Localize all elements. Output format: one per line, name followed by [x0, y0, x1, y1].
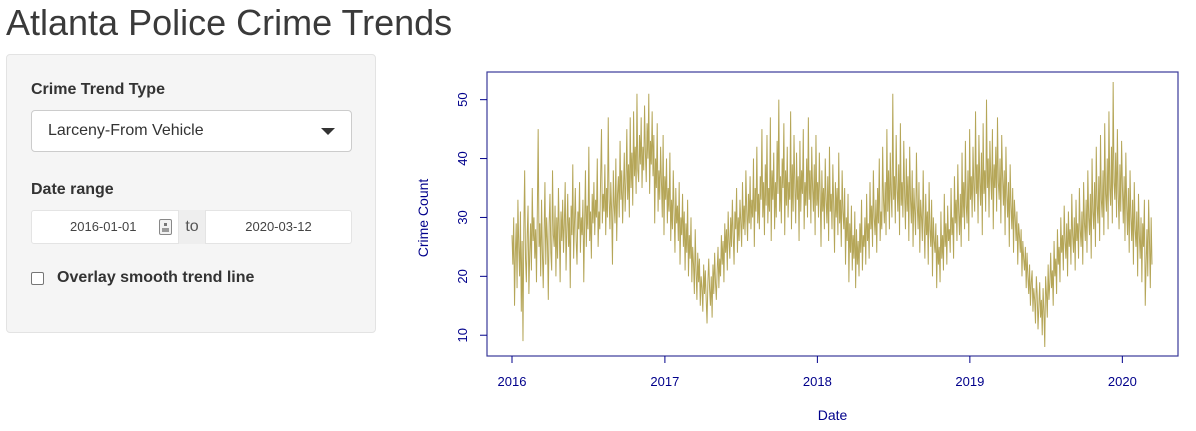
calendar-icon[interactable]: [159, 219, 172, 235]
x-tick-label: 2016: [498, 374, 527, 389]
x-axis-title: Date: [818, 407, 848, 423]
y-tick-label: 50: [455, 92, 470, 106]
chart-svg: 2016 2017 2018 2019 2020 10 20 30 40 50 Date Crime …: [415, 71, 1179, 423]
end-date-value: 2020-03-12: [245, 219, 312, 234]
crime-type-select[interactable]: Larceny-From Vehicle: [31, 110, 352, 152]
x-tick-label: 2018: [803, 374, 832, 389]
y-tick-label: 40: [455, 151, 470, 165]
crime-type-label: Crime Trend Type: [31, 81, 165, 98]
x-tick-label: 2020: [1108, 374, 1137, 389]
end-date-input[interactable]: 2020-03-12: [205, 210, 352, 244]
date-range-label: Date range: [31, 181, 114, 198]
crime-type-selected-value: Larceny-From Vehicle: [48, 122, 204, 139]
smooth-trend-label: Overlay smooth trend line: [57, 269, 255, 286]
chevron-down-icon: [321, 128, 335, 135]
plot-frame: [486, 71, 1179, 357]
y-axis-title: Crime Count: [415, 179, 431, 258]
start-date-input[interactable]: 2016-01-01: [31, 210, 179, 244]
start-date-value: 2016-01-01: [70, 219, 137, 234]
smooth-trend-checkbox[interactable]: [31, 272, 44, 285]
series-line: [511, 81, 1153, 348]
date-range-separator: to: [179, 210, 205, 244]
y-tick-label: 10: [455, 328, 470, 342]
x-tick-label: 2019: [955, 374, 984, 389]
crime-trend-plot: 2016 2017 2018 2019 2020 10 20 30 40 50 Date Crime …: [400, 60, 1180, 431]
app-title: Atlanta Police Crime Trends: [6, 2, 453, 43]
sidebar-panel: Crime Trend Type Larceny-From Vehicle Da…: [6, 54, 376, 333]
date-range-input: 2016-01-01 to 2020-03-12: [31, 210, 352, 244]
x-tick-label: 2017: [650, 374, 679, 389]
y-tick-label: 20: [455, 269, 470, 283]
y-tick-label: 30: [455, 210, 470, 224]
